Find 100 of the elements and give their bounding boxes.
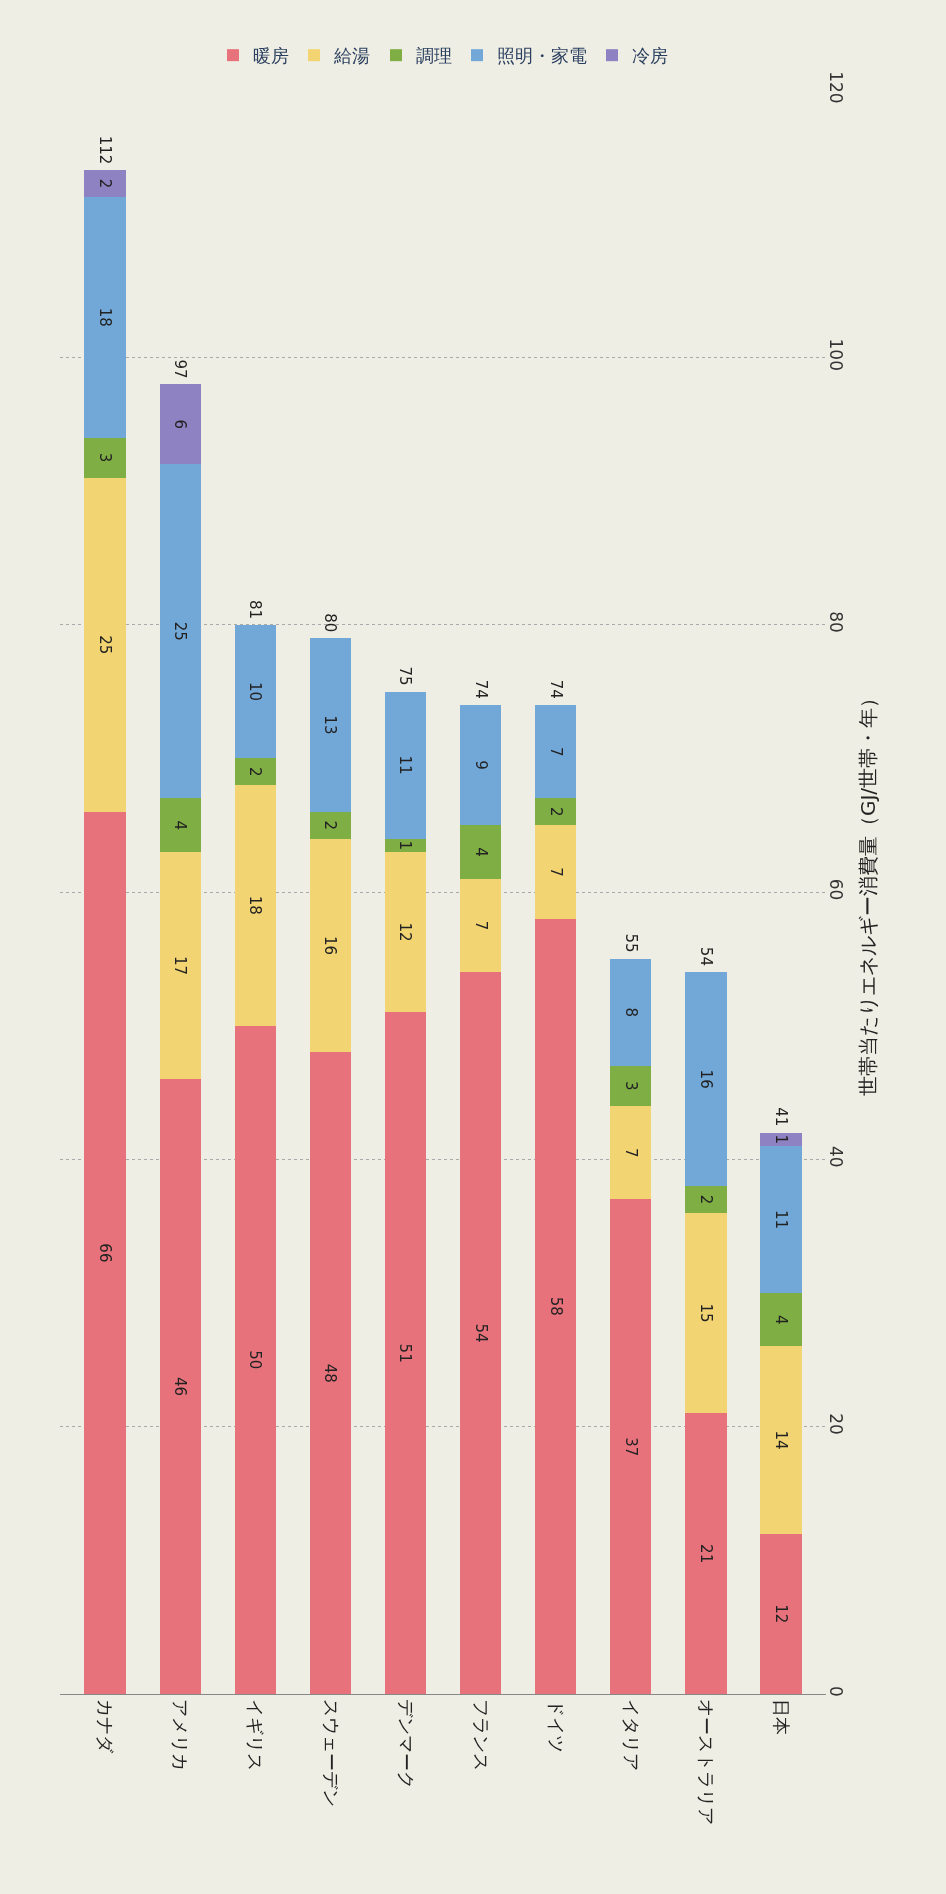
data-label: 2	[696, 1194, 715, 1205]
total-label: 75	[396, 666, 415, 686]
data-label: 14	[771, 1430, 790, 1450]
total-label: 54	[696, 946, 715, 966]
bar	[610, 1105, 652, 1200]
data-label: 3	[621, 1081, 640, 1091]
total-label: 74	[471, 679, 490, 699]
bar	[159, 464, 201, 799]
data-label: 48	[321, 1363, 340, 1383]
bar	[459, 704, 502, 826]
bar	[159, 384, 201, 465]
bar	[234, 785, 276, 1026]
data-label: 1	[771, 1134, 790, 1145]
x-tick-label: 日本	[771, 1698, 793, 1735]
bar	[384, 1012, 427, 1694]
bar	[84, 170, 126, 197]
bar	[234, 1025, 276, 1694]
data-label: 4	[171, 820, 190, 830]
total-label: 97	[170, 359, 189, 379]
data-label: 18	[246, 895, 265, 915]
bar	[535, 798, 577, 826]
data-label: 18	[96, 307, 115, 327]
bar	[84, 196, 126, 438]
data-label: 16	[696, 1069, 715, 1089]
x-tick-label: デンマーク	[395, 1698, 417, 1789]
bar	[685, 1413, 727, 1694]
bar	[384, 691, 427, 839]
data-label: 12	[396, 922, 415, 942]
bar	[760, 1145, 802, 1293]
data-label: 10	[246, 681, 265, 702]
bar	[309, 1052, 351, 1694]
y-tick-label: 100	[826, 338, 847, 372]
bar	[459, 878, 502, 973]
total-label: 81	[246, 599, 265, 620]
y-tick-label: 0	[826, 1686, 847, 1697]
data-label: 58	[546, 1296, 565, 1316]
y-tick-label: 40	[826, 1145, 847, 1168]
x-tick-label: オーストラリア	[695, 1698, 717, 1825]
bar	[685, 972, 727, 1187]
x-tick-label: スウェーデン	[320, 1698, 342, 1807]
data-label: 66	[96, 1243, 115, 1263]
x-tick-label: アメリカ	[170, 1698, 192, 1771]
data-label: 9	[471, 760, 490, 770]
bar	[384, 851, 427, 1013]
bar	[610, 1199, 652, 1694]
bar	[610, 1065, 652, 1106]
bar	[309, 838, 351, 1053]
data-label: 2	[546, 807, 565, 817]
legend-label: 調理	[416, 45, 452, 67]
data-label: 2	[246, 766, 265, 777]
data-label: 7	[546, 746, 565, 757]
data-label: 15	[696, 1303, 715, 1323]
data-label: 46	[171, 1377, 190, 1397]
total-label: 80	[320, 613, 339, 633]
bar	[760, 1132, 802, 1146]
bar	[760, 1346, 802, 1534]
data-label: 12	[771, 1604, 790, 1624]
data-label: 3	[96, 452, 115, 463]
legend-label: 給湯	[333, 45, 370, 67]
bar	[84, 437, 126, 478]
data-label: 7	[471, 920, 490, 931]
data-label: 16	[321, 935, 340, 956]
data-label: 2	[96, 178, 115, 189]
bar	[535, 918, 577, 1694]
bar	[459, 825, 502, 879]
y-tick-label: 80	[826, 611, 847, 633]
bar	[159, 851, 201, 1080]
total-label: 41	[772, 1107, 791, 1127]
bar	[84, 811, 126, 1694]
data-label: 25	[171, 621, 190, 641]
bar	[685, 1212, 727, 1414]
x-tick-label: イギリス	[245, 1698, 267, 1771]
data-label: 13	[321, 715, 340, 735]
total-label: 112	[95, 135, 114, 165]
bar	[535, 704, 577, 799]
bar	[159, 798, 201, 852]
total-label: 74	[547, 679, 566, 699]
data-label: 11	[396, 755, 415, 775]
y-tick-label: 20	[826, 1413, 847, 1435]
bar	[760, 1533, 802, 1694]
legend-label: 照明・家電	[497, 45, 587, 67]
data-label: 50	[246, 1350, 265, 1370]
total-label: 55	[622, 933, 641, 953]
x-tick-label: イタリア	[620, 1698, 642, 1771]
bar	[610, 958, 652, 1066]
bar	[234, 624, 276, 759]
data-label: 2	[321, 820, 340, 830]
data-label: 21	[696, 1544, 715, 1564]
y-axis-title: 世帯当たりエネルギー消費量（GJ/世帯・年）	[855, 687, 880, 1097]
legend-label: 暖房	[253, 45, 289, 67]
data-label: 25	[96, 635, 115, 655]
data-label: 1	[396, 840, 415, 850]
y-tick-label: 120	[826, 71, 847, 104]
data-label: 7	[546, 867, 565, 877]
x-tick-label: フランス	[470, 1698, 492, 1771]
data-label: 8	[621, 1007, 640, 1018]
bar	[309, 638, 351, 812]
data-label: 6	[171, 419, 190, 429]
x-tick-label: ドイツ	[545, 1698, 567, 1753]
data-label: 37	[621, 1437, 640, 1457]
